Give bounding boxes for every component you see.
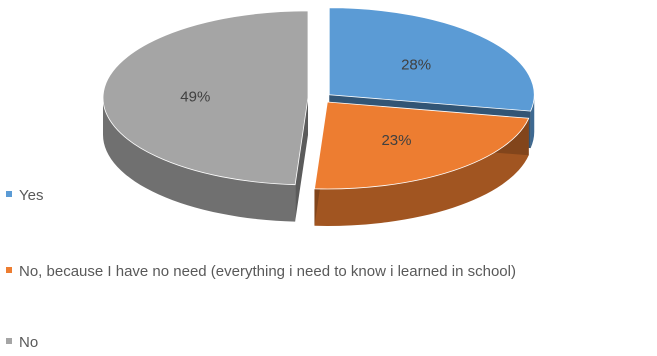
pie-side-cut <box>295 97 309 222</box>
pie-side-2 <box>103 97 309 222</box>
data-label: 49% <box>180 88 210 105</box>
legend-item-no-because: No, because I have no need (everything i… <box>6 262 656 282</box>
legend-marker <box>6 338 12 345</box>
data-labels: 28% 23% 49% <box>180 56 431 149</box>
legend-item-no: No <box>6 333 38 353</box>
pie-slices <box>102 7 535 190</box>
data-label: 23% <box>381 132 411 149</box>
legend-marker <box>6 191 12 198</box>
legend-marker <box>6 267 12 274</box>
pie-slice-yes-0 <box>328 7 535 112</box>
legend-label: Yes <box>19 187 44 204</box>
pie-slice-no-2 <box>102 10 309 186</box>
legend-label: No, because I have no need (everything i… <box>19 263 516 280</box>
data-label: 28% <box>401 56 431 73</box>
pie-side-outer <box>103 97 296 222</box>
pie-side-outer <box>530 94 535 149</box>
pie-slice-no-1 <box>314 101 530 190</box>
pie-side-outer <box>314 118 529 226</box>
legend-label: No <box>19 334 39 351</box>
legend-item-yes: Yes <box>6 186 43 206</box>
